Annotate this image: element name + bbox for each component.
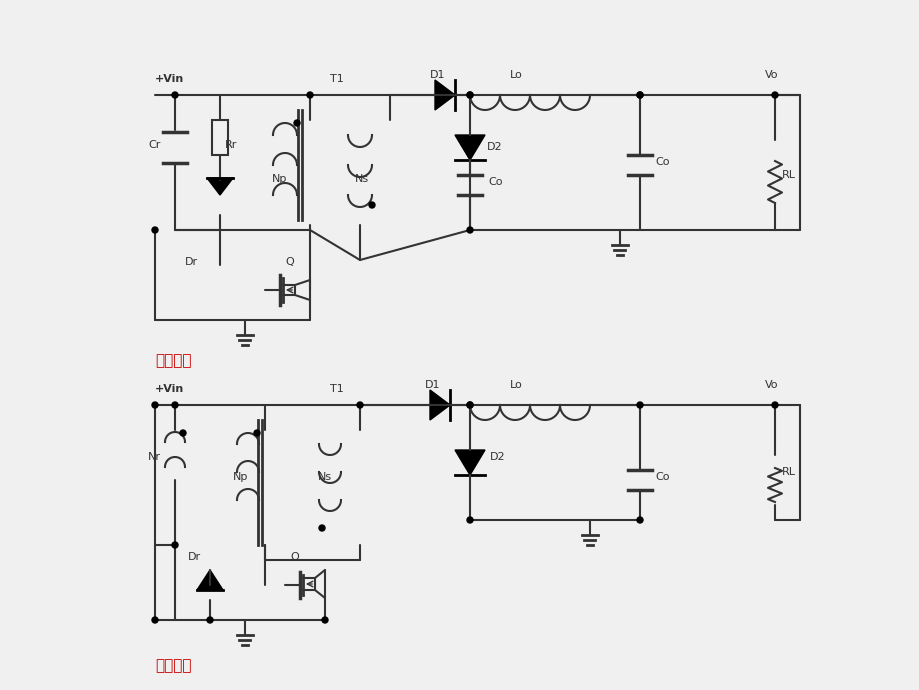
Circle shape [636, 402, 642, 408]
Circle shape [307, 92, 312, 98]
Text: Np: Np [233, 472, 248, 482]
Text: Ns: Ns [355, 174, 369, 184]
Circle shape [467, 402, 472, 408]
Text: Q: Q [289, 552, 299, 562]
Circle shape [467, 227, 472, 233]
Text: D2: D2 [490, 452, 505, 462]
Circle shape [172, 402, 177, 408]
Polygon shape [429, 390, 449, 420]
Circle shape [322, 617, 328, 623]
Circle shape [369, 202, 375, 208]
Circle shape [207, 617, 213, 623]
Circle shape [771, 92, 777, 98]
Text: +Vin: +Vin [154, 74, 184, 84]
Text: Co: Co [654, 157, 669, 167]
Text: Dr: Dr [185, 257, 198, 267]
Text: 单端反激: 单端反激 [154, 353, 191, 368]
Text: Vo: Vo [765, 380, 777, 390]
Polygon shape [455, 135, 484, 160]
Text: Np: Np [272, 174, 287, 184]
Circle shape [152, 617, 158, 623]
Text: Vo: Vo [765, 70, 777, 80]
Circle shape [172, 542, 177, 548]
Text: Lo: Lo [509, 380, 522, 390]
Text: Q: Q [285, 257, 293, 267]
Text: T1: T1 [330, 74, 344, 84]
Text: Co: Co [654, 472, 669, 482]
Circle shape [152, 402, 158, 408]
Polygon shape [435, 80, 455, 110]
Text: Ns: Ns [318, 472, 332, 482]
Text: +Vin: +Vin [154, 384, 184, 394]
Circle shape [180, 430, 186, 436]
Circle shape [319, 525, 324, 531]
Circle shape [467, 92, 472, 98]
Text: D1: D1 [425, 380, 440, 390]
Text: Lo: Lo [509, 70, 522, 80]
Circle shape [467, 92, 472, 98]
Circle shape [636, 92, 642, 98]
Circle shape [357, 402, 363, 408]
Text: T1: T1 [330, 384, 344, 394]
Circle shape [636, 517, 642, 523]
Polygon shape [197, 570, 222, 590]
Text: D2: D2 [486, 142, 502, 152]
Circle shape [636, 92, 642, 98]
Circle shape [467, 517, 472, 523]
Polygon shape [455, 450, 484, 475]
Circle shape [172, 92, 177, 98]
Polygon shape [207, 178, 233, 195]
Text: Nr: Nr [148, 452, 161, 462]
Text: D1: D1 [429, 70, 445, 80]
Circle shape [771, 402, 777, 408]
Bar [211, 120, 228, 155]
Circle shape [152, 227, 158, 233]
Text: Co: Co [487, 177, 502, 187]
Circle shape [254, 430, 260, 436]
Text: Cr: Cr [148, 140, 160, 150]
Circle shape [467, 402, 472, 408]
Text: RL: RL [781, 467, 795, 477]
Text: Rr: Rr [225, 140, 237, 150]
Circle shape [294, 120, 300, 126]
Text: RL: RL [781, 170, 795, 180]
Text: 单端正激: 单端正激 [154, 658, 191, 673]
Text: Dr: Dr [187, 552, 201, 562]
